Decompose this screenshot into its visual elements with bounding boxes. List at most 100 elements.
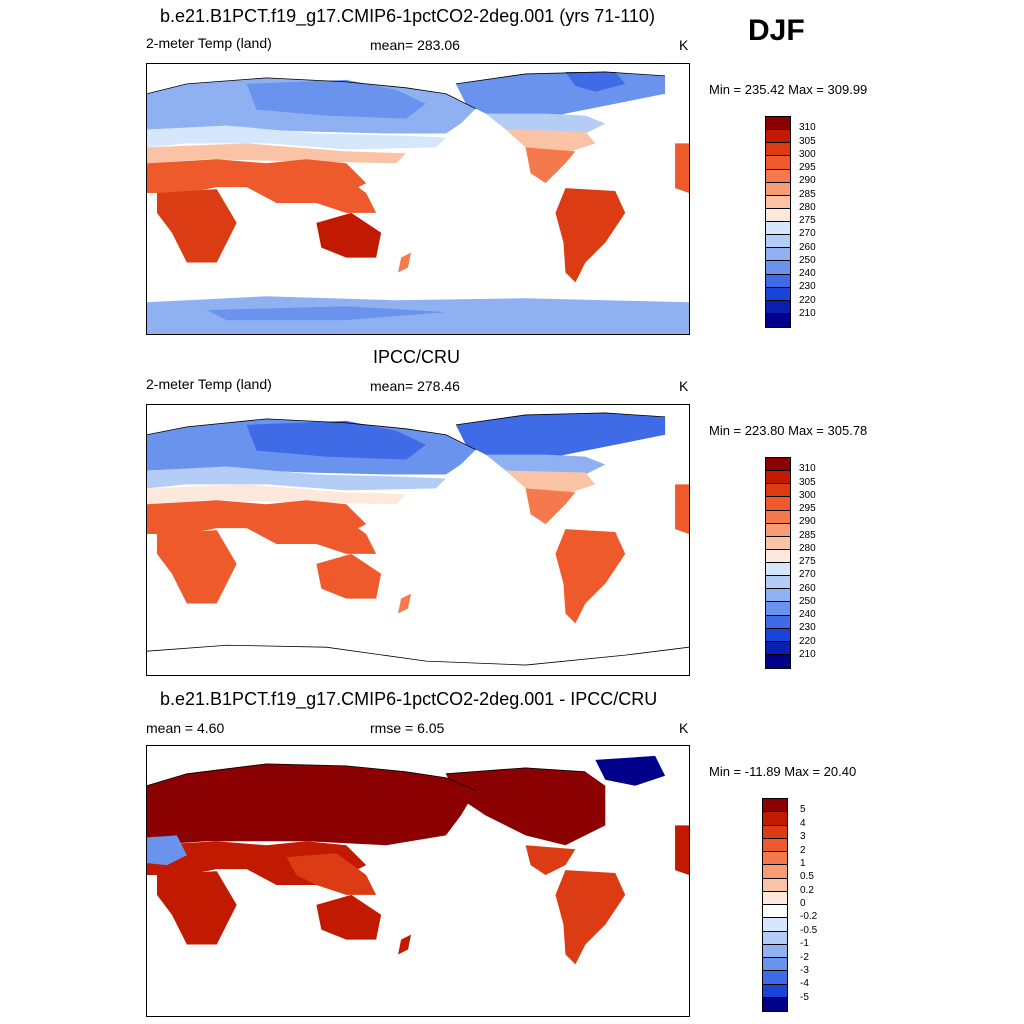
mean-label: mean= 278.46 [370, 378, 460, 394]
colorbar-swatch [763, 838, 787, 852]
colorbar-swatch [766, 576, 790, 590]
colorbar-tick-label: 2 [800, 844, 806, 856]
colorbar [765, 116, 791, 328]
colorbar-tick-label: 240 [799, 609, 816, 620]
colorbar-swatch [766, 248, 790, 262]
map-panel [146, 63, 690, 335]
colorbar-swatch [763, 971, 787, 985]
colorbar-tick-label: -0.2 [800, 911, 818, 923]
colorbar-tick-label: -1 [800, 938, 809, 950]
panel-title: b.e21.B1PCT.f19_g17.CMIP6-1pctCO2-2deg.0… [160, 689, 658, 709]
colorbar-tick-label: 280 [799, 542, 816, 554]
colorbar-swatch [766, 287, 790, 301]
colorbar-tick-label: -5 [800, 991, 809, 1003]
colorbar-swatch [763, 799, 787, 813]
rmse-label: rmse = 6.05 [370, 720, 445, 736]
colorbar-swatch [766, 208, 790, 222]
colorbar-swatch [766, 536, 790, 550]
colorbar-tick-label: 285 [799, 529, 816, 541]
colorbar-swatch [763, 931, 787, 945]
colorbar-swatch [763, 865, 787, 879]
colorbar-swatch [763, 944, 787, 958]
colorbar-tick-label: 290 [799, 516, 816, 528]
colorbar-swatch [766, 156, 790, 170]
colorbar-swatch [763, 812, 787, 826]
colorbar-tick-label: 1 [800, 857, 806, 869]
colorbar-swatch [766, 510, 790, 524]
colorbar [765, 457, 791, 669]
units-label: K [679, 37, 689, 53]
colorbar-tick-label: 300 [799, 489, 816, 501]
panel-title: IPCC/CRU [373, 347, 461, 367]
colorbar-swatch [766, 117, 790, 131]
colorbar-swatch [763, 958, 787, 972]
colorbar-swatch [766, 222, 790, 236]
colorbar-tick-label: 295 [799, 162, 816, 173]
variable-label: 2-meter Temp (land) [146, 35, 272, 51]
colorbar-tick-label: -2 [800, 951, 809, 963]
colorbar-swatch [763, 825, 787, 839]
colorbar-tick-label: 305 [799, 476, 816, 488]
colorbar-swatch [763, 905, 787, 919]
colorbar-swatch [766, 169, 790, 183]
colorbar-tick-label: 300 [799, 148, 816, 160]
panel-title: b.e21.B1PCT.f19_g17.CMIP6-1pctCO2-2deg.0… [160, 6, 655, 26]
colorbar-swatch [763, 997, 787, 1011]
colorbar-tick-label: 275 [799, 215, 816, 226]
colorbar-tick-label: 260 [799, 582, 816, 594]
mean-label: mean= 283.06 [370, 37, 460, 53]
min-max-label: Min = -11.89 Max = 20.40 [709, 764, 857, 779]
colorbar-swatch [763, 918, 787, 932]
colorbar-swatch [766, 589, 790, 603]
map-field [147, 71, 689, 334]
colorbar-tick-label: 275 [799, 556, 816, 567]
colorbar-swatch [766, 641, 790, 655]
colorbar-tick-label: 220 [799, 294, 816, 306]
colorbar-tick-label: 210 [799, 307, 816, 319]
colorbar-tick-label: 310 [799, 122, 816, 134]
colorbar-tick-label: 250 [799, 254, 816, 266]
colorbar-tick-label: 240 [799, 268, 816, 279]
colorbar-swatch [766, 471, 790, 485]
colorbar-swatch [766, 497, 790, 511]
colorbar-tick-label: 270 [799, 569, 816, 581]
colorbar-tick-label: 0 [800, 898, 806, 909]
colorbar-tick-label: 4 [800, 817, 806, 829]
colorbar-tick-label: 310 [799, 463, 816, 475]
colorbar-swatch [766, 235, 790, 249]
colorbar-tick-label: 285 [799, 188, 816, 200]
colorbar-tick-label: 260 [799, 241, 816, 253]
colorbar-swatch [763, 984, 787, 998]
variable-label: 2-meter Temp (land) [146, 376, 272, 392]
colorbar-swatch [766, 602, 790, 616]
colorbar-swatch [766, 261, 790, 275]
colorbar-tick-label: -3 [800, 964, 809, 976]
colorbar-swatch [766, 458, 790, 472]
colorbar-tick-label: 230 [799, 281, 816, 293]
colorbar-swatch [766, 182, 790, 196]
colorbar-swatch [766, 143, 790, 157]
colorbar-swatch [763, 891, 787, 905]
colorbar-tick-label: 3 [800, 831, 806, 843]
colorbar-swatch [763, 878, 787, 892]
min-max-label: Min = 223.80 Max = 305.78 [709, 423, 868, 438]
colorbar-tick-label: 270 [799, 228, 816, 240]
colorbar-tick-label: 305 [799, 135, 816, 147]
colorbar-tick-label: 5 [800, 804, 806, 816]
colorbar-swatch [766, 628, 790, 642]
colorbar-tick-label: 220 [799, 635, 816, 647]
colorbar [762, 798, 788, 1012]
colorbar-swatch [763, 852, 787, 866]
colorbar-swatch [766, 484, 790, 498]
map-panel [146, 404, 690, 676]
colorbar-tick-label: -4 [800, 978, 809, 990]
colorbar-swatch [766, 615, 790, 629]
colorbar-tick-label: 295 [799, 503, 816, 514]
colorbar-tick-label: -0.5 [800, 924, 818, 936]
colorbar-swatch [766, 300, 790, 314]
colorbar-swatch [766, 523, 790, 537]
units-label: K [679, 720, 689, 736]
colorbar-tick-label: 0.2 [800, 884, 814, 896]
colorbar-swatch [766, 654, 790, 668]
map-panel [146, 745, 690, 1017]
